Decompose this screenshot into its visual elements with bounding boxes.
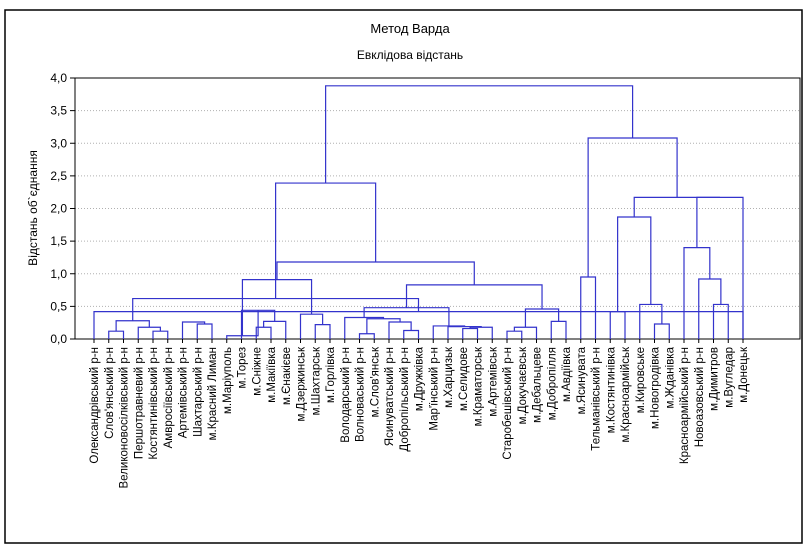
- chart-title: Метод Варда: [370, 21, 450, 36]
- leaf-label: м.Донецьк: [738, 346, 750, 403]
- leaf-label: Першотравневий р-н: [133, 347, 145, 459]
- y-tick-label: 2,5: [50, 169, 67, 183]
- y-tick-label: 0,5: [50, 299, 67, 313]
- dendrogram-link: [639, 303, 663, 339]
- leaf-label: м.Добропілля: [546, 347, 558, 420]
- y-tick-label: 0,0: [50, 332, 67, 346]
- leaf-label: Володарський р-н: [340, 347, 352, 443]
- leaf-label: Слов'янський р-н: [104, 347, 116, 439]
- window-border: [4, 9, 803, 544]
- grid: [75, 110, 800, 307]
- leaf-label: м.Дебальцеве: [532, 347, 544, 423]
- leaf-label: м.Горлівка: [325, 346, 337, 403]
- dendrogram-link: [181, 321, 206, 339]
- leaf-label: м.Макіївка: [266, 346, 278, 402]
- dendrogram-link: [263, 320, 287, 339]
- dendrogram-links: [93, 85, 744, 339]
- dendrogram-link: [633, 196, 720, 217]
- y-tick-label: 1,5: [50, 234, 67, 248]
- leaf-label: Великоновосілківський р-н: [119, 347, 131, 488]
- y-ticks: 0,0 0,5 1,0 1,5 2,0 2,5 3,0 3,5 4,0: [50, 71, 75, 346]
- leaf-label: Олександрівський р-н: [89, 347, 101, 464]
- leaf-label: м.Вугледар: [723, 347, 735, 408]
- leaf-label: Тельманівський р-н: [591, 347, 603, 451]
- leaf-label: Ясинуватський р-н: [384, 347, 396, 446]
- leaf-label: м.Маріуполь: [222, 347, 234, 414]
- chart-subtitle: Евклідова відстань: [357, 48, 463, 62]
- y-tick-label: 3,5: [50, 104, 67, 118]
- leaf-label: Волноваський р-н: [355, 347, 367, 442]
- y-tick-label: 3,0: [50, 136, 67, 150]
- leaf-label: м.Селидове: [458, 347, 470, 411]
- leaf-label: м.Сніжне: [251, 347, 263, 396]
- leaf-label: Мар'їнський р-н: [428, 347, 440, 431]
- leaf-label: Красноармійський р-н: [679, 347, 691, 464]
- dendrogram-link: [275, 182, 377, 299]
- leaf-label: м.Димитров: [709, 347, 721, 411]
- leaf-label: Шахтарський р-н: [192, 347, 204, 437]
- leaf-label: м.Торез: [237, 347, 249, 388]
- leaf-label: м.Ясинувата: [576, 346, 588, 414]
- leaf-label: м.Жданівка: [664, 346, 676, 408]
- leaf-labels: Олександрівський р-н Слов'янський р-н Вели…: [89, 339, 750, 488]
- leaf-label: м.Кировське: [635, 347, 647, 413]
- leaf-label: Новоазовський р-н: [694, 347, 706, 447]
- leaf-label: м.Слов'янськ: [369, 346, 381, 417]
- leaf-label: м.Авдіївка: [561, 346, 573, 402]
- leaf-label: м.Шахтарськ: [310, 346, 322, 415]
- leaf-label: м.Дружківка: [414, 346, 426, 411]
- dendrogram-link: [325, 85, 634, 184]
- leaf-label: м.Красноармійськ: [620, 346, 632, 443]
- leaf-label: Добропільський р-н: [399, 347, 411, 452]
- leaf-label: м.Артемівськ: [487, 346, 499, 417]
- dendrogram-link: [580, 276, 597, 339]
- leaf-label: м.Харцизьк: [443, 346, 455, 408]
- leaf-label: Костянтинівський р-н: [148, 347, 160, 460]
- leaf-label: Артемівський р-н: [178, 347, 190, 438]
- leaf-label: м.Костянтинівка: [605, 346, 617, 433]
- leaf-label: м.Докучаєвськ: [517, 346, 529, 424]
- y-tick-label: 4,0: [50, 71, 67, 85]
- leaf-label: м.Красний Лиман: [207, 347, 219, 440]
- leaf-label: м.Єнакієве: [281, 347, 293, 405]
- y-tick-label: 2,0: [50, 202, 67, 216]
- dendrogram-link: [447, 326, 482, 339]
- leaf-label: м.Новогродівка: [650, 346, 662, 429]
- y-axis-label: Відстань об`єднання: [26, 150, 40, 266]
- leaf-label: Старобешівський р-н: [502, 347, 514, 460]
- leaf-label: м.Краматорськ: [473, 346, 485, 426]
- dendrogram-link: [712, 303, 729, 339]
- leaf-label: Амвросіївський р-н: [163, 347, 175, 448]
- y-tick-label: 1,0: [50, 267, 67, 281]
- dendrogram-link: [550, 320, 567, 339]
- leaf-label: м.Дзержинськ: [296, 346, 308, 421]
